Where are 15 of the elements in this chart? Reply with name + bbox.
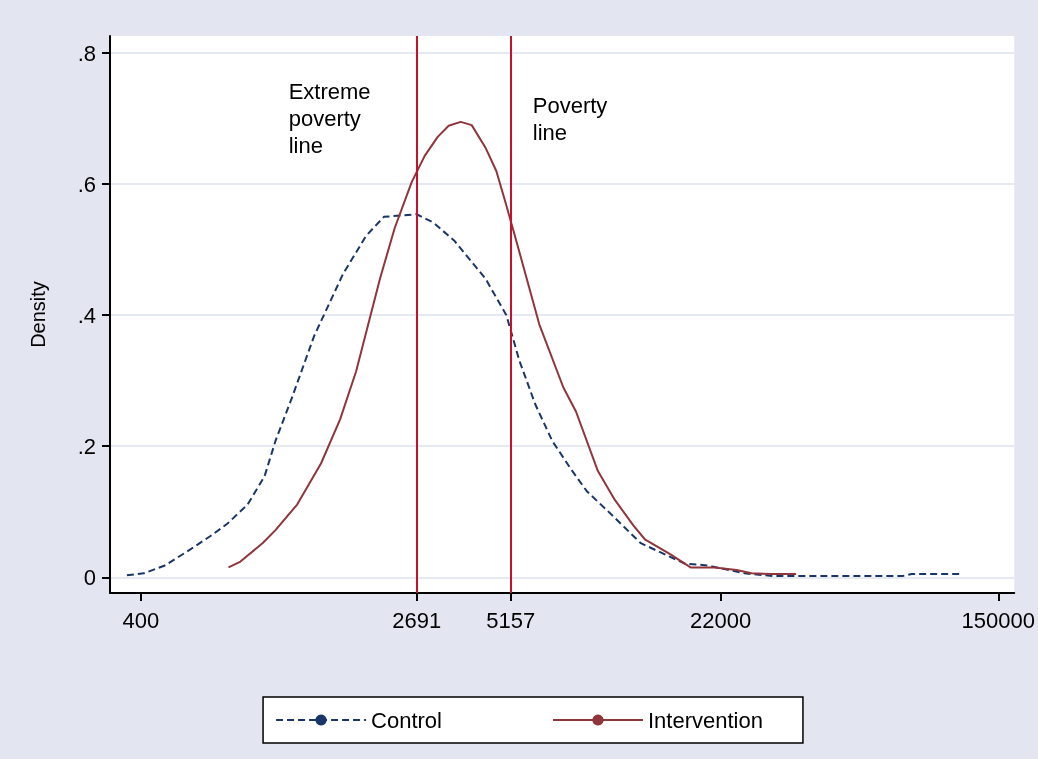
legend-label: Intervention bbox=[647, 707, 763, 733]
y-axis-title: Density bbox=[27, 281, 49, 348]
x-tick-label: 150000 bbox=[961, 607, 1035, 633]
ref-line-label: Poverty line bbox=[532, 93, 614, 145]
x-tick-label: 2691 bbox=[392, 607, 442, 633]
x-tick-label: 22000 bbox=[690, 607, 752, 633]
x-tick-label: 400 bbox=[122, 607, 160, 633]
y-tick-label: .6 bbox=[77, 171, 96, 197]
x-tick-label: 5157 bbox=[486, 607, 536, 633]
y-tick-label: .2 bbox=[77, 433, 96, 459]
ref-line-label: Extreme poverty line bbox=[288, 79, 377, 158]
y-tick-label: .4 bbox=[77, 302, 96, 328]
legend-label: Control bbox=[371, 707, 442, 733]
y-tick-label: .8 bbox=[77, 40, 96, 66]
y-tick-label: 0 bbox=[83, 564, 96, 590]
